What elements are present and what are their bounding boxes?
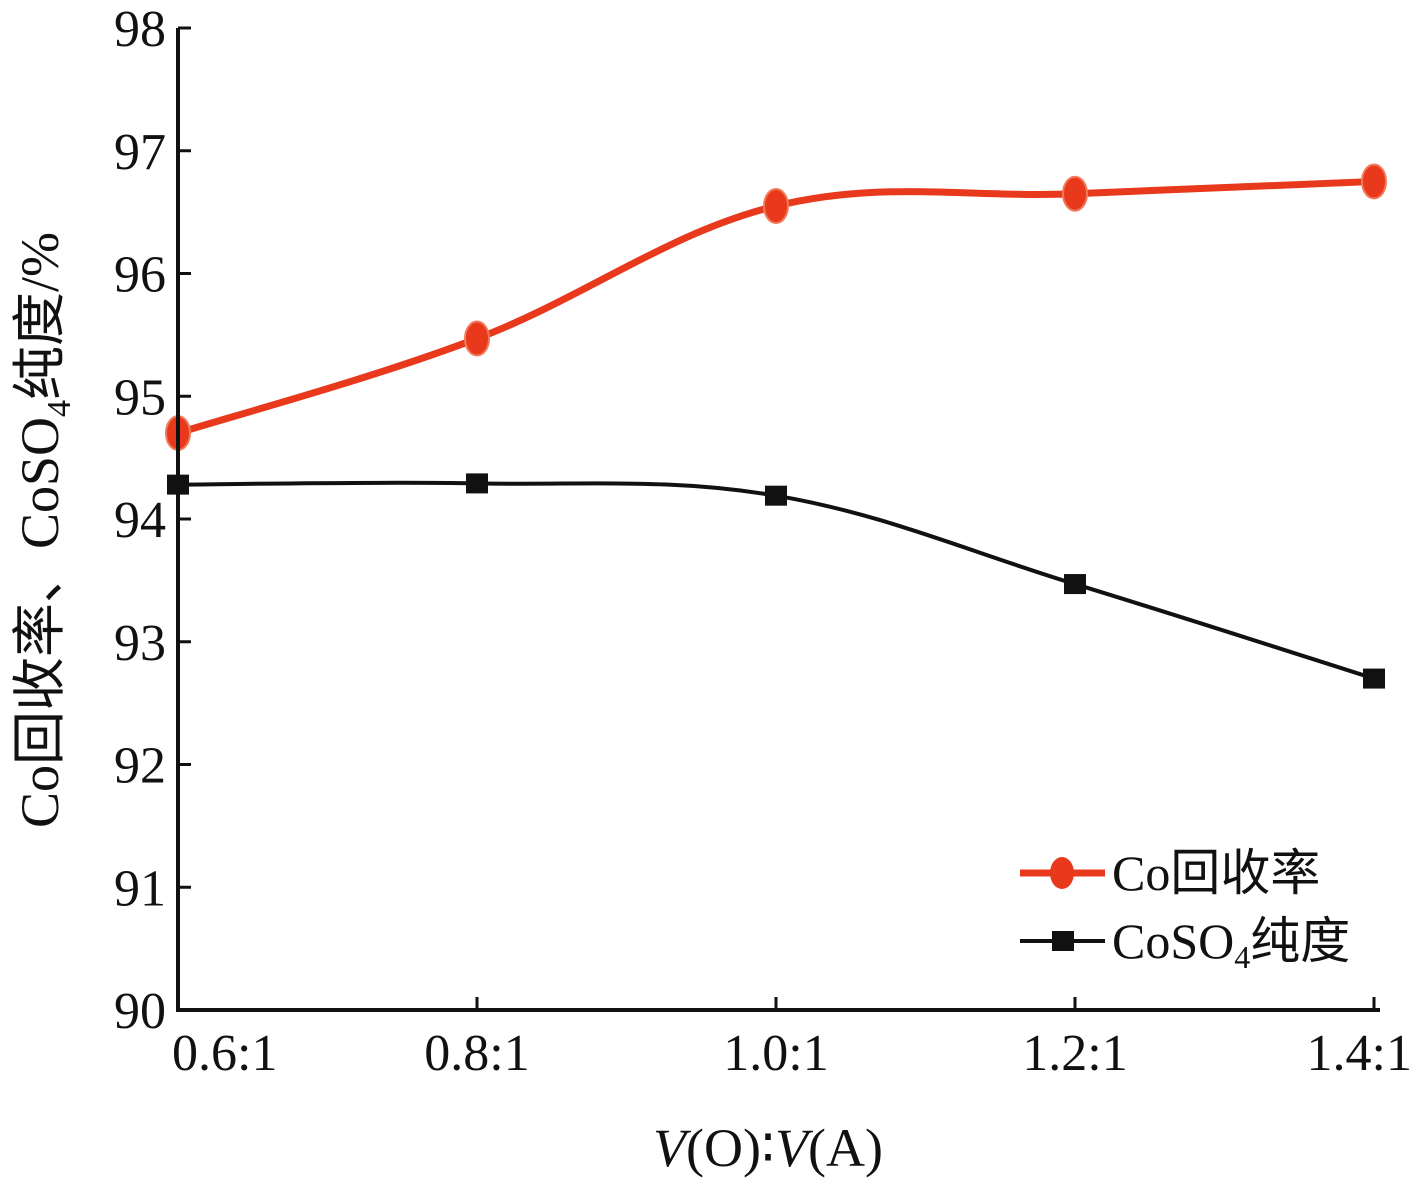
legend-marker: [1050, 857, 1074, 889]
data-point: [1363, 668, 1385, 689]
data-point: [464, 320, 490, 357]
legend: Co回收率 CoSO4纯度: [1020, 845, 1350, 975]
legend-item: CoSO4纯度: [1020, 913, 1350, 975]
series-co-recovery: [165, 163, 1387, 452]
data-point: [1361, 163, 1387, 200]
y-tick-label: 97: [114, 124, 166, 181]
x-tick-label: 0.6:1: [172, 1025, 277, 1082]
legend-item: Co回收率: [1020, 845, 1320, 901]
x-tick-label: 1.4:1: [1307, 1025, 1412, 1082]
plot-area: [165, 163, 1387, 689]
data-point: [1062, 175, 1088, 212]
x-ticks: 0.6:1 0.8:1 1.0:1 1.2:1 1.4:1: [172, 997, 1412, 1082]
data-point: [466, 473, 488, 494]
y-tick-label: 94: [114, 492, 166, 549]
y-tick-label: 98: [114, 1, 166, 58]
data-point: [1064, 574, 1086, 595]
y-tick-label: 92: [114, 738, 166, 795]
x-tick-label: 1.2:1: [1022, 1025, 1127, 1082]
data-point: [763, 187, 789, 224]
x-tick-label: 1.0:1: [723, 1025, 828, 1082]
y-tick-label: 90: [114, 983, 166, 1040]
y-tick-label: 91: [114, 860, 166, 917]
y-tick-label: 95: [114, 369, 166, 426]
y-axis-title: Co回收率、CoSO4纯度/%: [10, 232, 78, 828]
data-point: [765, 485, 787, 506]
legend-label: Co回收率: [1112, 845, 1320, 901]
x-tick-label: 0.8:1: [424, 1025, 529, 1082]
series-coso4-purity: [167, 473, 1385, 689]
legend-marker: [1052, 931, 1074, 951]
y-tick-label: 93: [114, 615, 166, 672]
x-axis-title: V(O)∶V(A): [653, 1118, 883, 1178]
series-line: [176, 480, 1376, 681]
y-ticks: 90 91 92 93 94 95 96 97 98: [114, 1, 191, 1040]
y-tick-label: 96: [114, 247, 166, 304]
legend-label: CoSO4纯度: [1112, 913, 1350, 975]
